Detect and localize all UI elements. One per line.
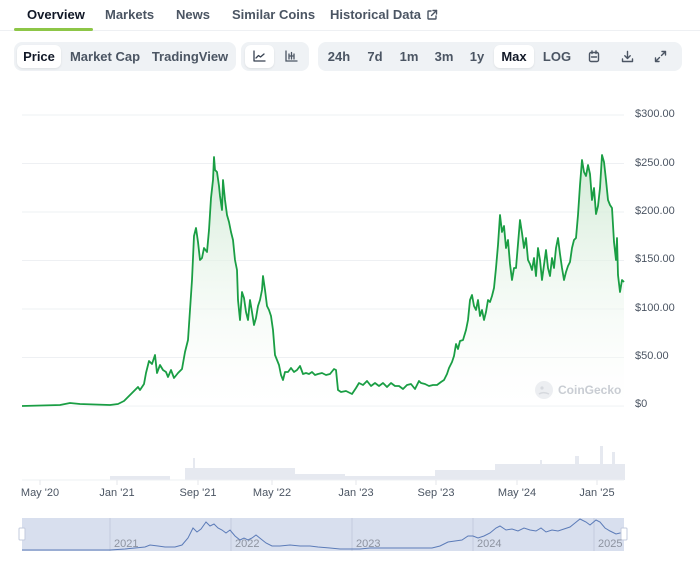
y-tick-150: $150.00 — [635, 253, 675, 265]
line-chart-button[interactable] — [245, 45, 274, 68]
y-tick-50: $50.00 — [635, 350, 669, 362]
download-button[interactable] — [614, 45, 640, 68]
price-line — [21, 154, 625, 407]
navigator-year: 2021 — [114, 538, 139, 550]
calendar-icon — [581, 50, 607, 63]
navigator-year: 2023 — [356, 538, 381, 550]
x-tick: Sep '21 — [179, 487, 217, 499]
navigator-handle-left[interactable] — [18, 527, 26, 541]
y-tick-250: $250.00 — [635, 157, 675, 169]
navigator-year: 2024 — [477, 538, 502, 550]
range-24h-button[interactable]: 24h — [327, 49, 351, 64]
fullscreen-button[interactable] — [647, 45, 673, 68]
x-tick: Jan '25 — [579, 487, 615, 499]
x-tick: May '22 — [252, 487, 292, 499]
navigator-line — [22, 518, 624, 551]
navigator-year: 2022 — [235, 538, 260, 550]
tab-markets[interactable]: Markets — [105, 7, 155, 22]
candlestick-chart-icon — [277, 50, 306, 62]
chart-type-toggle: Price Market Cap TradingView — [14, 42, 236, 71]
x-tick: May '24 — [497, 487, 537, 499]
expand-icon — [647, 50, 673, 63]
tab-historical-data-label: Historical Data — [330, 7, 422, 22]
x-ticks — [39, 480, 598, 485]
coingecko-watermark: CoinGecko — [534, 380, 621, 400]
y-tick-300: $300.00 — [635, 108, 675, 120]
tradingview-button[interactable]: TradingView — [151, 49, 229, 64]
tab-news[interactable]: News — [176, 7, 210, 22]
time-range-toggle: 24h 7d 1m 3m 1y Max LOG — [318, 42, 682, 71]
log-scale-button[interactable]: LOG — [542, 49, 572, 64]
range-navigator[interactable] — [18, 518, 628, 551]
range-1y-button[interactable]: 1y — [469, 49, 485, 64]
market-cap-button[interactable]: Market Cap — [69, 49, 141, 64]
tab-historical-data[interactable]: Historical Data — [330, 7, 438, 24]
watermark-text: CoinGecko — [558, 383, 622, 397]
navigator-handle-right[interactable] — [620, 527, 628, 541]
download-icon — [614, 50, 640, 63]
tab-similar-coins[interactable]: Similar Coins — [232, 7, 316, 22]
range-max-button[interactable]: Max — [494, 45, 534, 68]
navigator-year: 2025 — [598, 538, 623, 550]
range-3m-button[interactable]: 3m — [434, 49, 454, 64]
candlestick-chart-button[interactable] — [277, 45, 306, 68]
chart-style-toggle — [241, 42, 309, 71]
coin-tabs: Overview Markets News Similar Coins Hist… — [0, 0, 700, 31]
y-tick-100: $100.00 — [635, 302, 675, 314]
volume-bars — [110, 446, 625, 480]
tab-overview[interactable]: Overview — [27, 7, 85, 22]
x-tick: Sep '23 — [417, 487, 455, 499]
y-tick-0: $0 — [635, 398, 648, 410]
external-link-icon — [426, 9, 438, 24]
active-tab-indicator — [14, 28, 93, 31]
gecko-logo-icon — [535, 381, 553, 399]
price-button[interactable]: Price — [17, 45, 61, 68]
date-range-button[interactable] — [581, 45, 607, 68]
x-tick: Jan '21 — [99, 487, 135, 499]
price-area — [22, 155, 624, 406]
range-7d-button[interactable]: 7d — [367, 49, 383, 64]
range-1m-button[interactable]: 1m — [399, 49, 419, 64]
line-chart-icon — [245, 50, 274, 62]
x-tick: Jan '23 — [338, 487, 374, 499]
y-tick-200: $200.00 — [635, 205, 675, 217]
x-tick: May '20 — [20, 487, 60, 499]
